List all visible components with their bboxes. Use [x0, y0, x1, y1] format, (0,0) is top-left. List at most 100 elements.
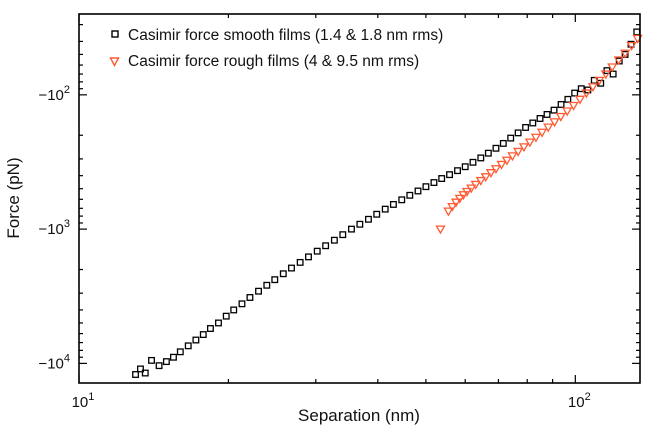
series-1	[435, 34, 643, 235]
y-tick-label-sign: −	[38, 355, 47, 372]
y-tick-label-exp: 4	[64, 352, 70, 364]
data-point-smooth	[477, 154, 485, 162]
data-point-rough	[454, 194, 465, 204]
data-point-rough	[513, 147, 524, 157]
data-point-rough	[501, 156, 513, 166]
data-point-rough	[587, 83, 599, 93]
data-point-smooth	[199, 331, 207, 339]
data-point-rough	[485, 169, 497, 178]
data-point-rough	[620, 49, 631, 59]
data-point-rough	[530, 133, 542, 143]
data-point-smooth	[633, 28, 641, 36]
data-point-smooth	[454, 167, 461, 175]
data-point-rough	[470, 180, 481, 190]
data-point-smooth	[373, 210, 381, 218]
data-point-smooth	[484, 149, 492, 157]
data-point-smooth	[137, 365, 144, 373]
y-tick-label-sign: −	[38, 87, 47, 104]
data-point-smooth	[230, 306, 238, 314]
data-point-rough	[581, 89, 592, 99]
data-point-rough	[543, 123, 554, 133]
data-point-smooth	[176, 348, 184, 356]
data-point-rough	[518, 143, 530, 153]
data-point-smooth	[414, 187, 422, 195]
data-point-smooth	[255, 287, 262, 295]
data-point-smooth	[536, 115, 544, 122]
data-point-smooth	[132, 371, 140, 378]
data-point-smooth	[398, 196, 406, 204]
data-point-rough	[524, 138, 536, 148]
y-tick-label: −104	[38, 352, 70, 372]
data-point-smooth	[430, 179, 438, 186]
data-point-smooth	[543, 111, 551, 118]
data-point-rough	[447, 202, 458, 212]
legend-label-smooth: Casimir force smooth films (1.4 & 1.8 nm…	[128, 27, 443, 44]
legend-marker-smooth	[111, 30, 119, 38]
legend-marker-rough	[109, 57, 120, 67]
legend: Casimir force smooth films (1.4 & 1.8 nm…	[109, 27, 443, 70]
data-point-smooth	[330, 236, 338, 244]
data-point-rough	[613, 56, 624, 66]
data-point-smooth	[571, 89, 579, 97]
data-point-rough	[490, 165, 502, 175]
data-point-rough	[466, 184, 477, 194]
data-point-smooth	[322, 242, 330, 250]
data-point-smooth	[222, 312, 230, 320]
data-point-smooth	[609, 70, 617, 78]
data-point-smooth	[271, 276, 279, 284]
data-point-smooth	[577, 85, 585, 93]
data-point-rough	[600, 70, 611, 80]
y-axis-label: Force (pN)	[4, 157, 23, 238]
data-point-smooth	[184, 342, 192, 350]
x-tick-label-exp: 1	[88, 391, 94, 403]
data-point-smooth	[381, 205, 389, 213]
data-point-rough	[594, 76, 605, 86]
data-point-rough	[480, 173, 491, 183]
x-tick-label-base: 10	[568, 394, 585, 411]
y-tick-label-sign: −	[38, 221, 47, 238]
data-point-smooth	[550, 106, 558, 114]
y-tick-label-base: 10	[47, 87, 64, 104]
data-point-smooth	[148, 356, 155, 364]
data-point-rough	[536, 128, 548, 138]
data-point-smooth	[389, 200, 397, 208]
y-tick-label: −102	[38, 84, 70, 104]
data-point-rough	[549, 118, 560, 128]
data-point-smooth	[492, 144, 500, 152]
data-point-smooth	[438, 175, 446, 182]
data-point-smooth	[206, 325, 214, 332]
data-point-smooth	[215, 319, 222, 327]
data-point-smooth	[313, 247, 321, 255]
data-point-smooth	[192, 336, 200, 344]
data-point-rough	[607, 63, 618, 73]
data-point-rough	[443, 207, 454, 217]
legend-label-rough: Casimir force rough films (4 & 9.5 nm rm…	[128, 53, 419, 70]
series-0	[132, 28, 641, 378]
x-tick-label: 101	[72, 391, 95, 411]
data-point-rough	[507, 152, 518, 162]
data-point-rough	[475, 176, 486, 186]
data-point-smooth	[406, 191, 414, 199]
data-point-smooth	[507, 134, 515, 142]
data-point-smooth	[339, 231, 347, 239]
data-point-smooth	[422, 183, 430, 191]
data-point-rough	[626, 41, 637, 51]
data-point-rough	[435, 225, 446, 235]
data-point-smooth	[279, 270, 287, 278]
data-point-smooth	[514, 129, 522, 137]
data-point-smooth	[170, 353, 177, 361]
data-point-smooth	[141, 369, 149, 377]
data-point-smooth	[356, 220, 364, 228]
data-point-smooth	[288, 264, 295, 272]
data-point-smooth	[162, 358, 170, 366]
data-point-rough	[562, 107, 573, 117]
data-point-smooth	[246, 294, 254, 301]
data-point-smooth	[348, 225, 355, 233]
x-tick-label-base: 10	[72, 394, 89, 411]
data-point-smooth	[305, 253, 312, 261]
data-point-rough	[496, 160, 507, 170]
x-axis-label: Separation (nm)	[298, 406, 420, 425]
data-point-smooth	[499, 139, 507, 147]
data-point-smooth	[296, 258, 304, 266]
data-point-smooth	[155, 362, 163, 370]
